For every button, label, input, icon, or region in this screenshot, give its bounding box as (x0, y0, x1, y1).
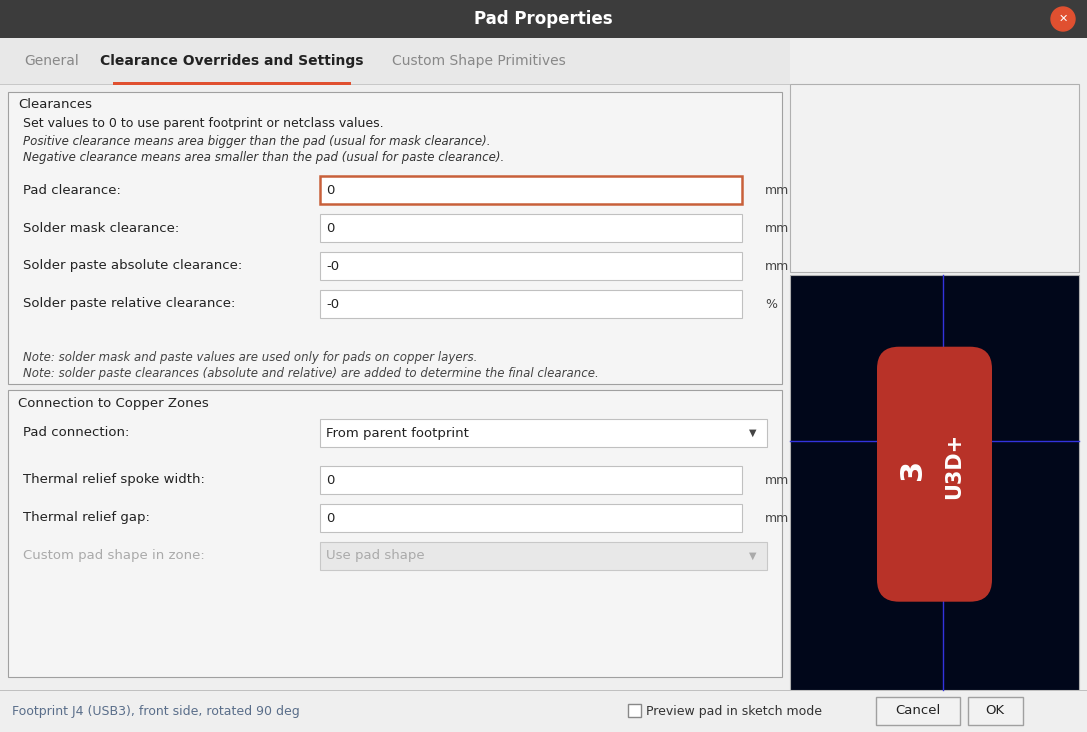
Text: Thermal relief gap:: Thermal relief gap: (23, 512, 150, 525)
Bar (320, 176, 742, 204)
Text: Pad Properties: Pad Properties (474, 10, 612, 28)
Text: 3: 3 (898, 459, 927, 479)
Text: ▼: ▼ (749, 551, 757, 561)
Text: OK: OK (986, 704, 1004, 717)
Text: Thermal relief spoke width:: Thermal relief spoke width: (23, 474, 204, 487)
Text: U3D+: U3D+ (945, 433, 964, 499)
Text: Note: solder mask and paste values are used only for pads on copper layers.: Note: solder mask and paste values are u… (23, 351, 477, 364)
Text: ✕: ✕ (1059, 14, 1067, 24)
FancyBboxPatch shape (877, 347, 992, 602)
Bar (0, 84, 790, 85)
Text: Footprint J4 (USB3), front side, rotated 90 deg: Footprint J4 (USB3), front side, rotated… (12, 704, 300, 717)
Text: 0: 0 (326, 474, 335, 487)
Text: Set values to 0 to use parent footprint or netclass values.: Set values to 0 to use parent footprint … (23, 118, 384, 130)
Bar (0, 690, 1087, 691)
Text: %: % (765, 297, 777, 310)
Bar (0, 38, 790, 84)
Text: From parent footprint: From parent footprint (326, 427, 468, 439)
Text: Preview pad in sketch mode: Preview pad in sketch mode (646, 704, 822, 717)
Bar (0, 690, 1087, 732)
Text: Clearances: Clearances (18, 99, 92, 111)
Bar (320, 466, 742, 494)
Text: Note: solder paste clearances (absolute and relative) are added to determine the: Note: solder paste clearances (absolute … (23, 367, 599, 379)
Text: mm: mm (765, 474, 789, 487)
Bar (320, 290, 742, 318)
Bar (969, 697, 1023, 725)
Text: 0: 0 (326, 184, 335, 196)
Text: Pad connection:: Pad connection: (23, 427, 129, 439)
Text: Solder mask clearance:: Solder mask clearance: (23, 222, 179, 234)
Text: Positive clearance means area bigger than the pad (usual for mask clearance).: Positive clearance means area bigger tha… (23, 135, 490, 149)
Text: Cancel: Cancel (896, 704, 940, 717)
Bar (113, 82, 351, 85)
Bar (628, 704, 641, 717)
Bar (790, 275, 1079, 690)
Bar (8, 92, 782, 384)
Text: ▼: ▼ (749, 428, 757, 438)
Bar (0, 0, 1087, 38)
Text: Custom pad shape in zone:: Custom pad shape in zone: (23, 550, 204, 562)
Bar (320, 252, 742, 280)
Bar (790, 84, 1079, 272)
Bar (876, 697, 960, 725)
Bar (320, 419, 767, 447)
Text: mm: mm (765, 184, 789, 196)
Text: -0: -0 (326, 297, 339, 310)
Text: Negative clearance means area smaller than the pad (usual for paste clearance).: Negative clearance means area smaller th… (23, 152, 504, 165)
Text: Solder paste relative clearance:: Solder paste relative clearance: (23, 297, 236, 310)
Circle shape (1051, 7, 1075, 31)
Text: Use pad shape: Use pad shape (326, 550, 425, 562)
Text: mm: mm (765, 222, 789, 234)
Text: Custom Shape Primitives: Custom Shape Primitives (392, 54, 566, 68)
Bar (320, 504, 742, 532)
Bar (320, 214, 742, 242)
Text: mm: mm (765, 512, 789, 525)
Text: Solder paste absolute clearance:: Solder paste absolute clearance: (23, 260, 242, 272)
Text: mm: mm (765, 260, 789, 272)
Text: 0: 0 (326, 512, 335, 525)
Text: Pad clearance:: Pad clearance: (23, 184, 121, 196)
Text: -0: -0 (326, 260, 339, 272)
Text: 0: 0 (326, 222, 335, 234)
Text: General: General (25, 54, 79, 68)
Text: Connection to Copper Zones: Connection to Copper Zones (18, 397, 209, 409)
Text: Clearance Overrides and Settings: Clearance Overrides and Settings (100, 54, 364, 68)
Bar (8, 390, 782, 677)
Bar (320, 542, 767, 570)
